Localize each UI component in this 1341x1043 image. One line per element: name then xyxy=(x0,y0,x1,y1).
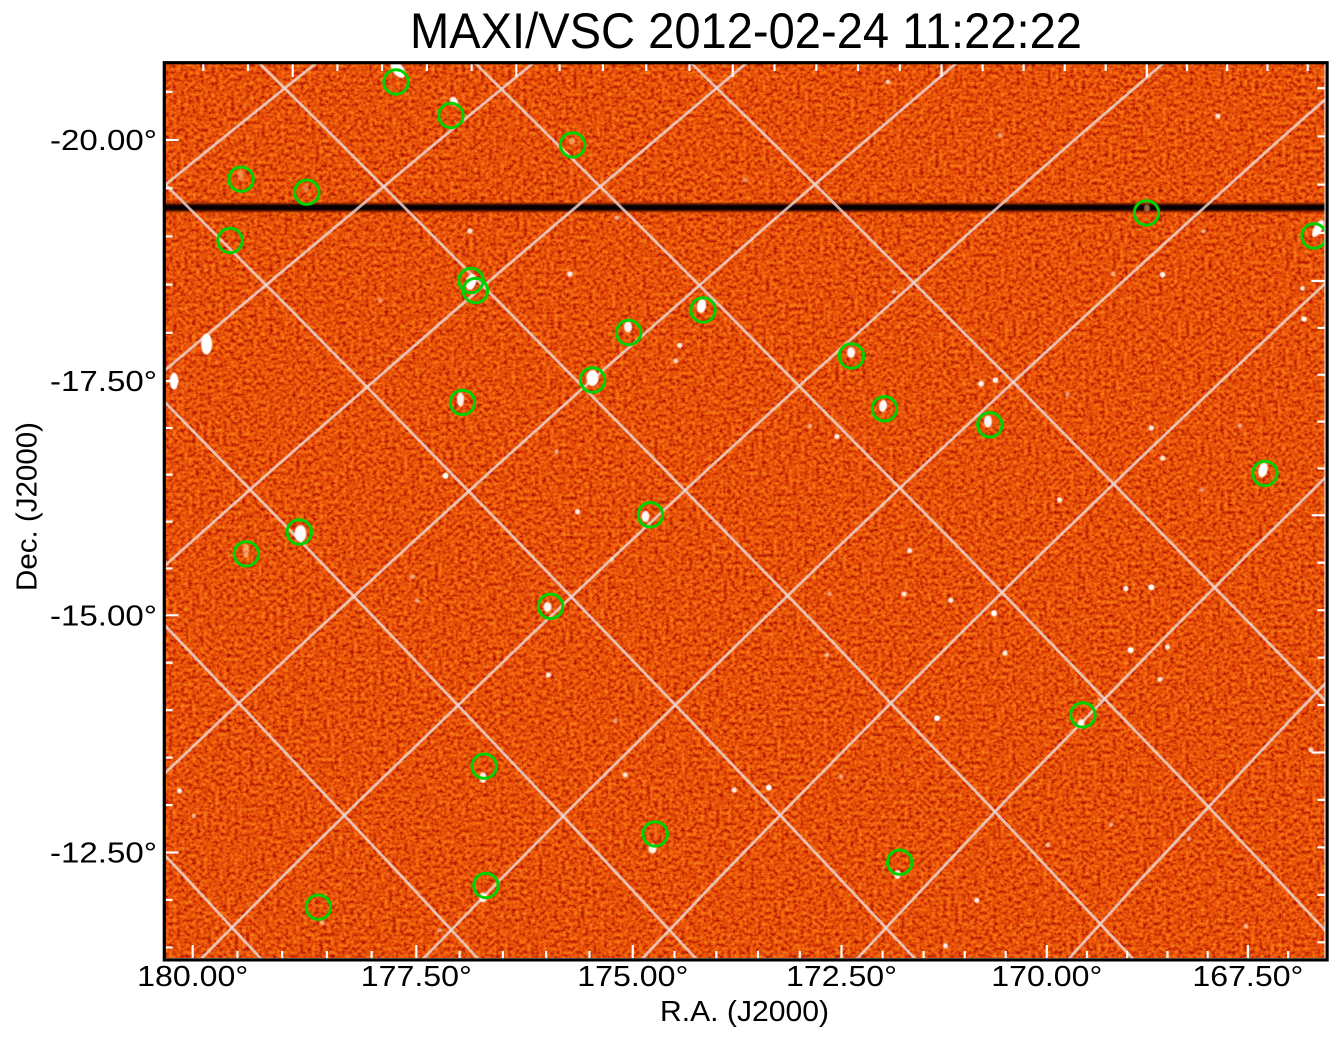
svg-text:Dec. (J2000): Dec. (J2000) xyxy=(12,422,44,591)
svg-text:-17.50°: -17.50° xyxy=(50,366,157,398)
svg-text:MAXI/VSC 2012-02-24 11:22:22: MAXI/VSC 2012-02-24 11:22:22 xyxy=(410,3,1082,59)
svg-text:180.00°: 180.00° xyxy=(137,961,248,993)
svg-text:-20.00°: -20.00° xyxy=(50,125,157,157)
svg-text:167.50°: 167.50° xyxy=(1192,961,1303,993)
svg-text:177.50°: 177.50° xyxy=(361,961,472,993)
svg-text:R.A. (J2000): R.A. (J2000) xyxy=(660,996,829,1028)
svg-text:175.00°: 175.00° xyxy=(577,961,688,993)
svg-text:170.00°: 170.00° xyxy=(991,961,1102,993)
svg-text:-15.00°: -15.00° xyxy=(50,600,157,632)
svg-text:-12.50°: -12.50° xyxy=(50,838,157,870)
svg-text:172.50°: 172.50° xyxy=(786,961,897,993)
